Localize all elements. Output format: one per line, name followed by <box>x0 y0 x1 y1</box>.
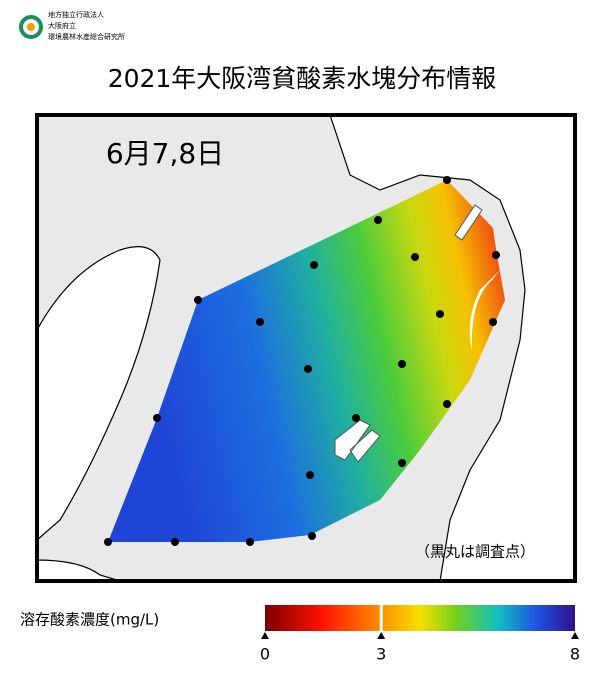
tick-label: 8 <box>570 645 580 664</box>
colorbar-label: 溶存酸素濃度(mg/L) <box>20 611 159 629</box>
island <box>334 419 381 463</box>
org-name: 地方独立行政法人 <box>48 10 104 19</box>
colorbar <box>265 605 575 631</box>
logo <box>19 15 43 39</box>
tick-mark <box>571 632 579 639</box>
bay-north <box>37 115 355 300</box>
date-label: 6月7,8日 <box>106 137 224 170</box>
stations <box>104 176 500 546</box>
map-frame <box>35 113 577 583</box>
land-south <box>36 559 121 582</box>
tick-mark <box>261 632 269 639</box>
tick-mark <box>377 632 386 639</box>
org-name: 環境農林水産総合研究所 <box>48 32 125 41</box>
tick-label: 3 <box>376 645 386 664</box>
logo-dot <box>27 23 35 31</box>
org-name: 大阪府立 <box>48 21 76 30</box>
tick-label: 0 <box>260 645 270 664</box>
island <box>469 270 500 350</box>
land-west <box>36 246 161 542</box>
title: 2021年大阪湾貧酸素水塊分布情報 <box>108 64 497 93</box>
note: （黒丸は調査点） <box>415 543 535 561</box>
colorbar-ticks: 0 3 8 <box>260 605 580 664</box>
island <box>454 204 483 241</box>
oxygen-field <box>108 180 505 542</box>
